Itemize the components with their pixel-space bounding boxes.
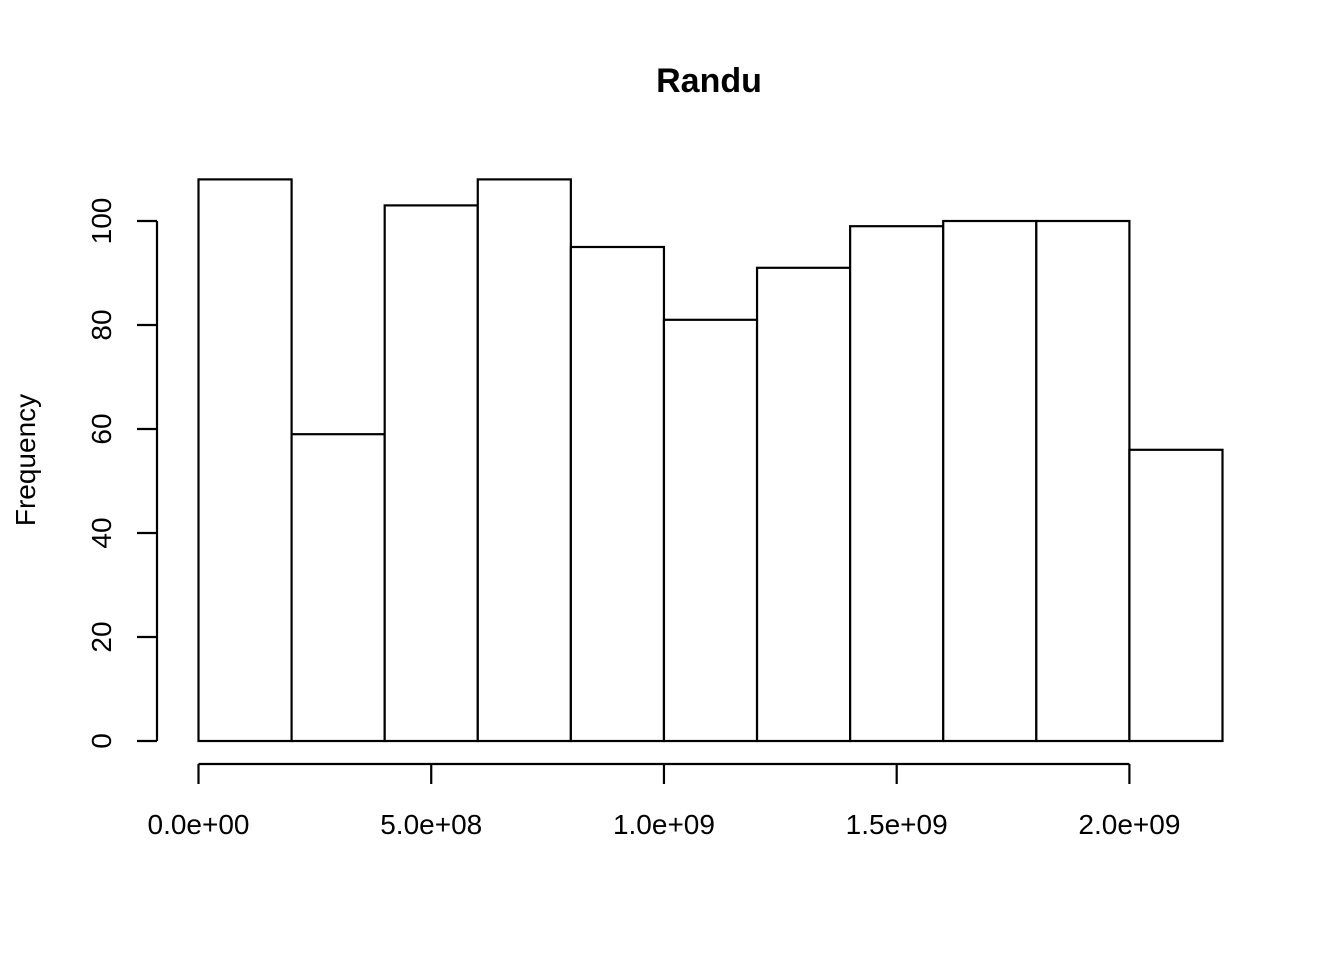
histogram-bar-6 bbox=[755, 266, 852, 743]
histogram-bar-9 bbox=[1035, 219, 1131, 743]
y-tick-label-1: 20 bbox=[86, 621, 117, 652]
y-tick-label-0: 0 bbox=[86, 733, 117, 749]
histogram-bar-5 bbox=[662, 318, 759, 743]
y-axis-label: Frequency bbox=[10, 394, 41, 526]
x-tick-label-3: 1.5e+09 bbox=[846, 809, 948, 840]
y-axis: 0 20 40 60 80 100 bbox=[86, 198, 159, 749]
histogram-bars bbox=[197, 178, 1224, 743]
y-tick-label-2: 40 bbox=[86, 517, 117, 548]
histogram-bar-4 bbox=[569, 245, 666, 743]
chart-title: Randu bbox=[656, 62, 762, 100]
x-tick-label-4: 2.0e+09 bbox=[1078, 809, 1180, 840]
histogram-bar-3 bbox=[476, 178, 572, 743]
histogram-bar-8 bbox=[942, 219, 1038, 743]
y-tick-label-4: 80 bbox=[86, 309, 117, 340]
y-tick-label-5: 100 bbox=[86, 198, 117, 245]
x-tick-label-0: 0.0e+00 bbox=[148, 809, 250, 840]
y-tick-label-3: 60 bbox=[86, 413, 117, 444]
histogram-bar-0 bbox=[197, 178, 293, 743]
x-axis: 0.0e+00 5.0e+08 1.0e+09 1.5e+09 2.0e+09 bbox=[148, 762, 1180, 840]
histogram-bar-2 bbox=[383, 204, 479, 743]
histogram-bar-7 bbox=[849, 225, 945, 743]
histogram-bar-1 bbox=[290, 433, 386, 743]
x-tick-label-2: 1.0e+09 bbox=[613, 809, 715, 840]
histogram-bar-10 bbox=[1128, 448, 1224, 743]
x-tick-label-1: 5.0e+08 bbox=[380, 809, 482, 840]
